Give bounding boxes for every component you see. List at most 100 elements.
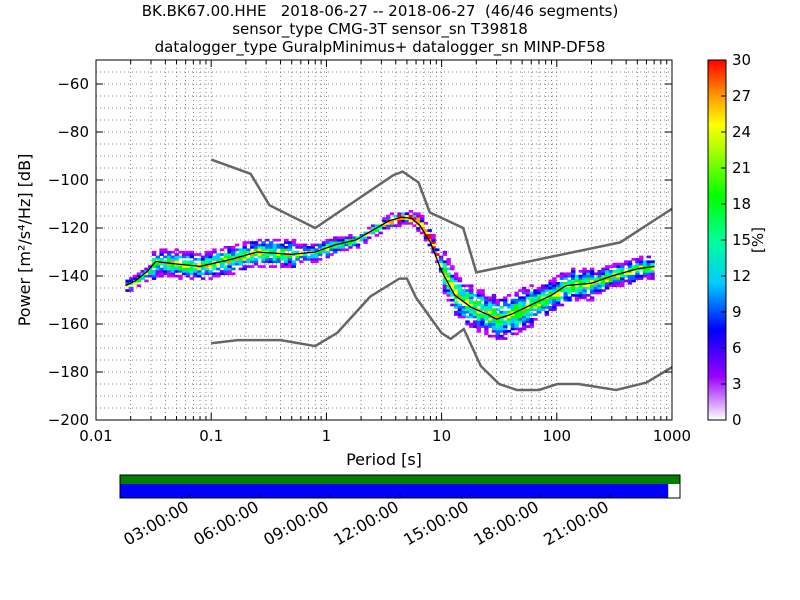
heatmap-cell [552,298,557,302]
heatmap-cell [416,226,421,230]
heatmap-cell [620,279,625,283]
heatmap-cell [336,238,342,242]
heatmap-cell [457,306,463,309]
heatmap-cell [563,282,568,285]
heatmap-cell [476,322,482,326]
heatmap-cell [639,277,644,280]
heatmap-cell [151,253,157,256]
heatmap-cell [340,236,346,240]
heatmap-cell [453,286,459,290]
heatmap-cell [185,265,191,268]
heatmap-cell [480,322,485,326]
heatmap-cell [253,241,259,244]
heatmap-cell [325,248,330,252]
heatmap-cell [182,253,187,256]
heatmap-cell [223,270,228,273]
heatmap-cell [355,246,361,249]
heatmap-cell [567,274,572,278]
heatmap-cell [484,315,489,319]
heatmap-cell [487,315,493,319]
heatmap-cell [276,243,281,247]
heatmap-cell [227,246,232,249]
heatmap-cell [627,277,633,280]
heatmap-cell [521,322,527,326]
heatmap-cell [484,308,489,312]
heatmap-cell [253,260,259,264]
heatmap-cell [306,246,312,249]
heatmap-cell [416,222,421,225]
heatmap-cell [476,315,482,319]
heatmap-cell [453,289,459,292]
heatmap-cell [514,294,519,297]
heatmap-cell [491,330,497,333]
heatmap-cell [242,248,247,252]
heatmap-cell [548,284,553,288]
heatmap-cell [291,250,296,254]
heatmap-cell [586,270,591,273]
heatmap-cell [552,279,557,283]
heatmap-cell [166,274,172,278]
heatmap-cell [484,301,489,304]
heatmap-cell [476,294,482,297]
heatmap-cell [129,277,134,280]
heatmap-cell [223,253,228,256]
heatmap-cell [310,260,315,264]
heatmap-cell [499,306,504,309]
heatmap-cell [344,238,349,242]
heatmap-cell [355,243,361,247]
heatmap-cell [506,310,512,314]
heatmap-cell [216,255,221,259]
heatmap-cell [476,313,482,316]
heatmap-cell [620,267,625,271]
heatmap-cell [204,258,210,261]
heatmap-cell [555,303,561,307]
heatmap-cell [525,308,531,312]
heatmap-cell [457,286,463,290]
heatmap-cell [525,313,531,316]
heatmap-cell [442,284,448,288]
heatmap-cell [446,279,451,283]
heatmap-cell [567,298,572,302]
heatmap-cell [582,272,587,276]
heatmap-cell [555,284,561,288]
heatmap-cell [491,315,497,319]
heatmap-cell [401,214,406,218]
heatmap-cell [397,214,402,218]
heatmap-cell [291,243,296,247]
heatmap-cell [552,308,557,312]
heatmap-cell [367,231,372,235]
heatmap-cell [480,291,485,295]
heatmap-cell [597,289,602,292]
heatmap-cell [140,277,145,280]
heatmap-cell [605,284,610,288]
heatmap-cell [453,291,459,295]
heatmap-cell [469,286,474,290]
heatmap-cell [639,260,644,264]
heatmap-cell [465,322,470,326]
heatmap-cell [189,250,194,254]
heatmap-cell [219,265,225,268]
heatmap-cell [450,282,455,285]
heatmap-cell [563,286,568,290]
heatmap-cell [336,236,342,240]
heatmap-cell [219,270,225,273]
heatmap-cell [227,253,232,256]
heatmap-cell [442,265,448,268]
heatmap-cell [571,289,576,292]
y-tick-label: −120 [48,219,89,237]
heatmap-cell [219,262,225,266]
heatmap-cell [518,330,523,333]
heatmap-cell [234,260,240,264]
heatmap-cell [605,279,610,283]
heatmap-cell [623,272,629,276]
heatmap-cell [189,270,194,273]
heatmap-cell [469,308,474,312]
heatmap-cell [491,320,497,324]
heatmap-cell [627,279,633,283]
heatmap-cell [299,255,304,259]
heatmap-cell [352,243,357,247]
heatmap-cell [646,267,651,271]
heatmap-cell [465,301,470,304]
heatmap-cell [589,270,595,273]
heatmap-cell [544,303,550,307]
